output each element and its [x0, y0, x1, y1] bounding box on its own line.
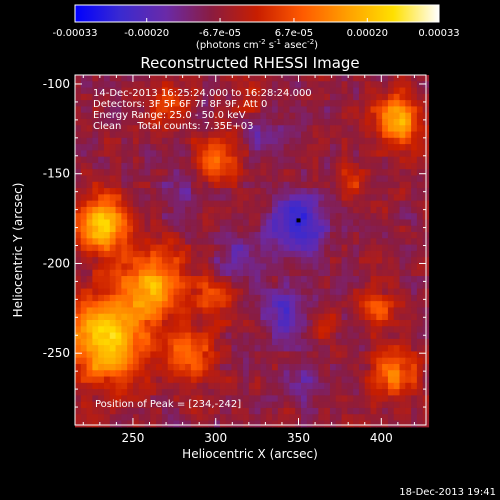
chart-title: Reconstructed RHESSI Image [140, 54, 359, 72]
colorbar-tick-label: 6.7e-05 [275, 28, 313, 39]
minimum-marker [296, 218, 301, 223]
colorbar-tick-label: -0.00033 [53, 28, 98, 39]
colorbar-tick-label: 0.00033 [418, 28, 459, 39]
annotation-time-range: 14-Dec-2013 16:25:24.000 to 16:28:24.000 [93, 88, 312, 99]
colorbar-gradient [74, 4, 440, 23]
y-tick-label: -250 [43, 346, 70, 360]
annotation-energy-range: Energy Range: 25.0 - 50.0 keV [93, 110, 246, 121]
colorbar-units-label: (photons cm-2 s-1 asec-2) [196, 38, 318, 51]
x-tick-label: 350 [287, 431, 310, 445]
annotation-detectors: Detectors: 3F 5F 6F 7F 8F 9F, Att 0 [93, 99, 267, 110]
heatmap-image [75, 75, 430, 428]
colorbar: -0.00033 -0.00020 -6.7e-05 6.7e-05 0.00020 0.… [53, 4, 460, 51]
y-tick-label: -100 [43, 77, 70, 91]
y-axis-label: Heliocentric Y (arcsec) [11, 183, 25, 318]
footer-timestamp: 18-Dec-2013 19:41 [399, 487, 496, 498]
colorbar-ticks: -0.00033 -0.00020 -6.7e-05 6.7e-05 0.00020 0.… [53, 18, 460, 39]
colorbar-tick-label: -6.7e-05 [199, 28, 241, 39]
peak-position-label: Position of Peak = [234,-242] [95, 399, 241, 410]
annotation-block: 14-Dec-2013 16:25:24.000 to 16:28:24.000… [93, 88, 312, 132]
colorbar-tick-label: 0.00020 [347, 28, 388, 39]
y-tick-label: -150 [43, 167, 70, 181]
x-tick-label: 300 [204, 431, 227, 445]
x-axis-label: Heliocentric X (arcsec) [182, 447, 318, 461]
y-axis: -100 -150 -200 -250 [43, 77, 426, 426]
x-tick-label: 250 [121, 431, 144, 445]
x-tick-label: 400 [370, 431, 393, 445]
x-axis: 250 300 350 400 [82, 75, 415, 445]
colorbar-tick-label: -0.00020 [124, 28, 169, 39]
plot-frame [74, 74, 427, 426]
annotation-clean-counts: Clean Total counts: 7.35E+03 [93, 121, 253, 132]
y-tick-label: -200 [43, 256, 70, 270]
